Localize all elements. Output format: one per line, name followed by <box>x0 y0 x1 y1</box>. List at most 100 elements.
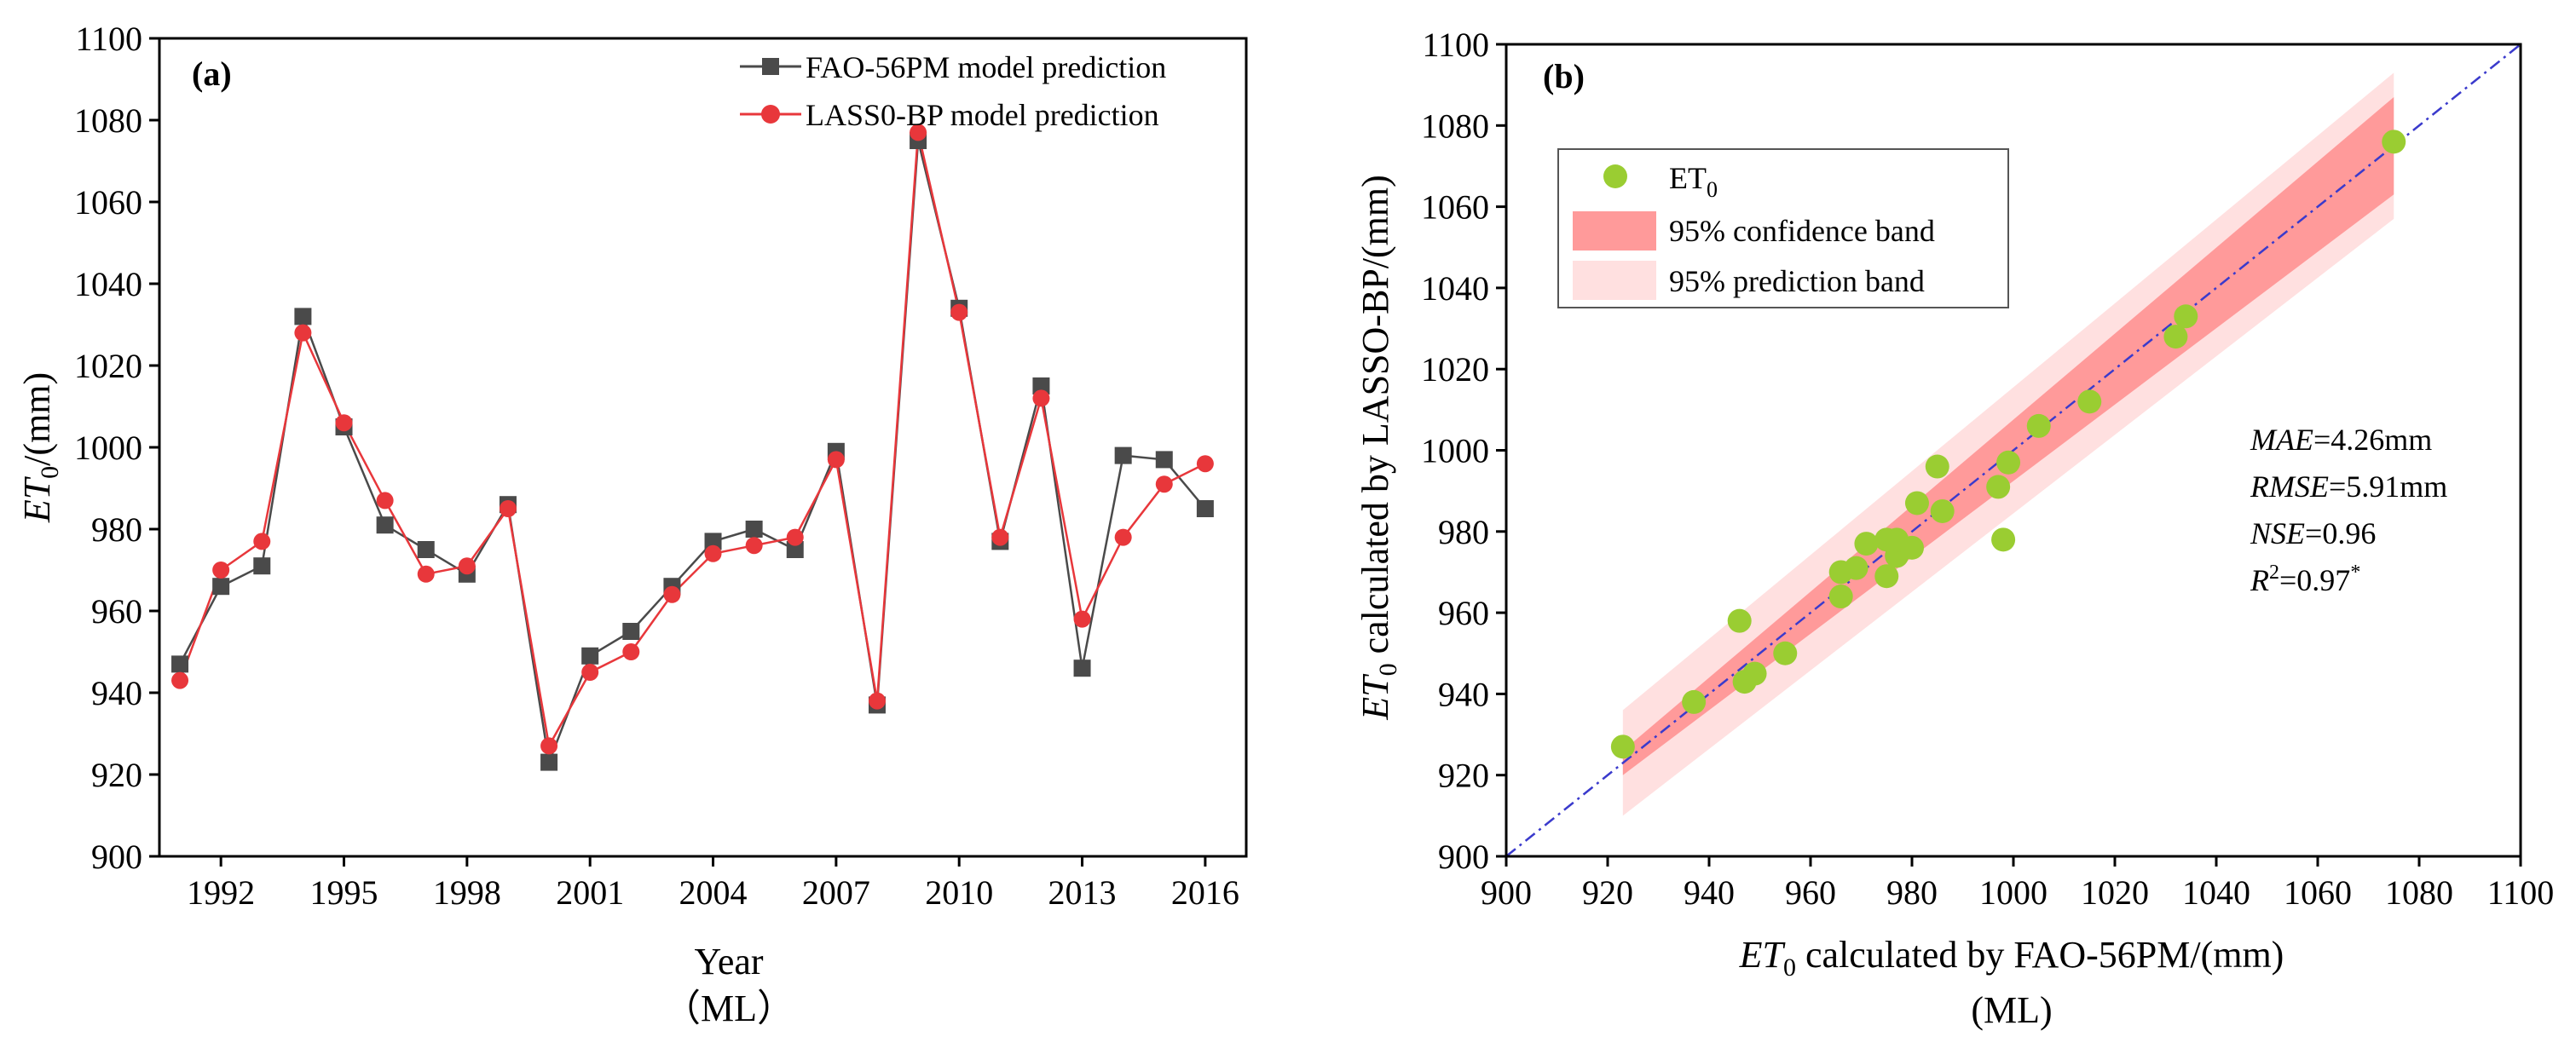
et0-point <box>1742 661 1767 686</box>
lasso-point <box>1196 455 1214 473</box>
panel-b-xtick-label: 980 <box>1886 873 1938 912</box>
panel-a-plot-area <box>171 124 1214 771</box>
lasso-point <box>663 585 681 603</box>
et0-point <box>1854 532 1879 556</box>
legend-et0-marker <box>1603 164 1627 188</box>
panel-b-ytick-label: 1020 <box>1421 350 1489 389</box>
et0-point <box>1610 734 1635 759</box>
panel-a-xtick-label: 2016 <box>1171 873 1239 912</box>
fao-point <box>786 541 804 558</box>
panel-b-label: (b) <box>1543 57 1585 95</box>
et0-point <box>2382 130 2406 154</box>
panel-a-legend: FAO-56PM model prediction LASS0-BP model… <box>740 50 1166 132</box>
panel-b-ticks: 900 920 940 960 980 1000 1020 1040 1060 1080 1100 9… <box>1421 26 2554 912</box>
fao-point <box>745 521 763 538</box>
panel-a-ytick-label: 1040 <box>74 265 142 303</box>
panel-a-ytick-label: 1000 <box>74 429 142 467</box>
panel-a-xtick-label: 1998 <box>433 873 501 912</box>
panel-b-xtick-label: 1060 <box>2284 873 2352 912</box>
panel-a-xtick-label: 2010 <box>925 873 993 912</box>
panel-a-xlabel: Year <box>694 941 763 982</box>
panel-a-ytick-label: 960 <box>91 592 142 631</box>
fao-point <box>171 655 189 673</box>
panel-b-ylabel: ET0 calculated by LASSO-BP/(mm) <box>1354 175 1402 721</box>
et0-point <box>1986 475 2011 499</box>
panel-b-plot-area <box>1505 43 2521 857</box>
panel-b-xsublabel: (ML) <box>1971 989 2052 1031</box>
panel-a-xtick-label: 2001 <box>556 873 624 912</box>
panel-a-xsublabel: （ML） <box>663 988 794 1029</box>
legend-confidence-label: 95% confidence band <box>1669 214 1935 248</box>
stat-r2: R2=0.97* <box>2250 562 2360 597</box>
panel-a-ticks: 1992 1995 1998 2001 2004 2007 2010 2013 2016 900 9… <box>74 20 1239 912</box>
panel-b-xlabel-sub: 0 <box>1783 953 1796 982</box>
legend-et0-main: ET <box>1669 161 1707 195</box>
panel-b-ylabel-sub: 0 <box>1374 663 1402 676</box>
et0-point <box>2077 389 2102 414</box>
panel-b-legend: ET0 95% confidence band 95% prediction b… <box>1557 148 2009 308</box>
et0-point <box>1991 527 2016 552</box>
fao-point <box>1032 377 1050 395</box>
lasso-point <box>376 492 394 510</box>
stat-r2-exp: 2 <box>2269 562 2279 584</box>
lasso-point <box>417 565 435 583</box>
fao-point <box>417 541 435 558</box>
legend-prediction-label: 95% prediction band <box>1669 264 1925 298</box>
panel-a-ytick-label: 1020 <box>74 347 142 385</box>
panel-b-xtick-label: 920 <box>1582 873 1633 912</box>
fao-point <box>704 533 722 550</box>
panel-a-ytick-label: 900 <box>91 838 142 876</box>
fao-point <box>581 647 599 665</box>
legend-et0-sub: 0 <box>1707 177 1718 202</box>
panel-b-ytick-label: 920 <box>1438 757 1489 795</box>
panel-b-xtick-label: 900 <box>1481 873 1532 912</box>
panel-a-ytick-label: 920 <box>91 756 142 794</box>
panel-a-ylabel: ET0/(mm) <box>16 372 64 523</box>
lasso-point <box>1155 475 1173 493</box>
series-line-lasso <box>178 132 1206 750</box>
panel-b-ylabel-rest: calculated by LASSO-BP/(mm) <box>1354 175 1396 663</box>
et0-point <box>1682 689 1707 714</box>
fao-point <box>1196 500 1214 517</box>
legend-fao-marker <box>762 58 779 75</box>
lasso-point <box>868 692 886 710</box>
legend-lasso-label: LASS0-BP model prediction <box>806 98 1159 132</box>
panel-a-xtick-label: 2013 <box>1048 873 1117 912</box>
panel-b-ytick-label: 980 <box>1438 513 1489 551</box>
panel-a-label: (a) <box>192 55 232 93</box>
fao-point <box>1114 446 1132 464</box>
panel-a-ylabel-unit: /(mm) <box>16 372 58 466</box>
panel-a-xtick-label: 2004 <box>679 873 748 912</box>
et0-point <box>2026 413 2051 438</box>
lasso-point <box>827 451 845 469</box>
panel-b-ytick-label: 1040 <box>1421 269 1489 308</box>
legend-lasso-marker <box>761 105 780 124</box>
panel-a-frame <box>158 37 1248 858</box>
panel-b-xlabel: ET0 calculated by FAO-56PM/(mm) <box>1739 934 2284 982</box>
et0-point <box>1996 450 2021 475</box>
panel-b-ytick-label: 1000 <box>1421 432 1489 470</box>
fao-point <box>1073 659 1091 677</box>
panel-b-stats: MAE=4.26mm RMSE=5.91mm NSE=0.96 R2=0.97* <box>2250 423 2447 597</box>
lasso-point <box>335 414 353 432</box>
lasso-point <box>171 671 189 689</box>
panel-a-ytick-label: 1100 <box>75 20 142 58</box>
fao-point <box>622 623 640 640</box>
et0-point <box>1925 454 1949 479</box>
lasso-point <box>1032 389 1050 407</box>
stat-nse-var: NSE <box>2250 516 2305 550</box>
et0-point <box>1828 585 1853 609</box>
fao-point <box>540 753 558 771</box>
panel-b-ytick-label: 960 <box>1438 594 1489 632</box>
stat-nse: NSE=0.96 <box>2250 516 2376 550</box>
panel-b-xlabel-rest: calculated by FAO-56PM/(mm) <box>1796 934 2284 976</box>
et0-point <box>1773 641 1798 665</box>
panel-b-ytick-label: 1060 <box>1421 188 1489 227</box>
panel-b-xtick-label: 1080 <box>2385 873 2453 912</box>
panel-b-xtick-label: 1000 <box>1979 873 2048 912</box>
et0-point <box>1727 608 1752 633</box>
lasso-point <box>581 664 599 681</box>
fao-point <box>294 308 312 325</box>
lasso-point <box>499 500 517 517</box>
lasso-point <box>1073 610 1091 628</box>
